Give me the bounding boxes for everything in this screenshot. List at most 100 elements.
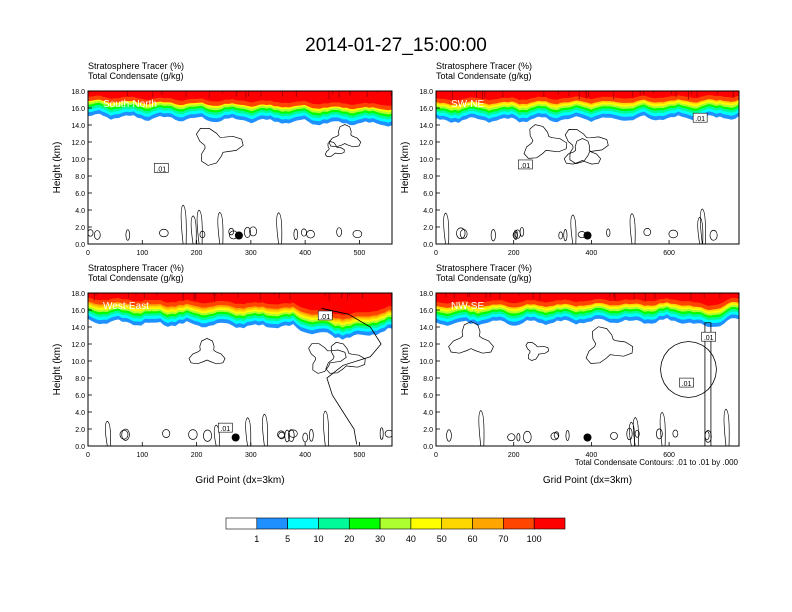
x-tick-label: 0 (86, 250, 90, 257)
y-tick-label: 0.0 (423, 444, 433, 451)
condensate-contour (243, 226, 251, 238)
y-tick-label: 8.0 (423, 174, 433, 181)
y-tick-label: 16.0 (419, 106, 433, 113)
panel-label: NW-SE (451, 301, 484, 312)
condensate-contour (610, 431, 618, 440)
condensate-contour (121, 428, 130, 441)
colorbar: 1 5 10 20 30 40 50 60 70 100 (225, 517, 566, 544)
colorbar-label: 30 (375, 534, 385, 544)
colorbar-label: 70 (498, 534, 508, 544)
condensate-contour (188, 338, 226, 365)
x-tick-label: 600 (663, 452, 675, 459)
colorbar-label: 60 (468, 534, 478, 544)
condensate-contour (516, 432, 521, 442)
y-tick-label: 12.0 (71, 140, 85, 147)
contour-label: .01 (156, 166, 166, 173)
colorbar-swatch (533, 517, 566, 530)
contour-note: Total Condensate Contours: .01 to .01 by… (575, 458, 739, 467)
x-tick-label: 200 (191, 250, 203, 257)
contour-label-box (679, 377, 694, 388)
contour-label: .01 (320, 314, 330, 321)
condensate-contour (709, 229, 718, 241)
condensate-contour (188, 429, 198, 440)
condensate-contour (196, 209, 203, 244)
x-tick-label: 400 (586, 452, 598, 459)
colorbar-label: 10 (313, 534, 323, 544)
panel-label: SW-NE (451, 99, 484, 110)
y-axis-label: Height (km) (52, 344, 63, 396)
condensate-contour (308, 428, 314, 442)
contour-label: .01 (682, 381, 692, 388)
contour-label: .01 (704, 335, 714, 342)
colorbar-swatch (348, 517, 381, 530)
x-tick-label: 300 (245, 452, 257, 459)
condensate-contour (558, 231, 563, 240)
contour-label: .01 (695, 116, 705, 123)
condensate-contour (159, 228, 169, 238)
condensate-contour (443, 212, 450, 244)
x-tick-label: 200 (508, 452, 520, 459)
colorbar-swatch (379, 517, 412, 530)
condensate-contour (525, 342, 550, 361)
contour-label-box (701, 331, 717, 342)
panel-sw-ne: .01 .01 SW-NE Stratosphere Tracer (%)Total … (400, 61, 740, 257)
condensate-contour (88, 229, 94, 237)
y-tick-label: 10.0 (419, 157, 433, 164)
y-tick-label: 10.0 (419, 359, 433, 366)
y-tick-label: 14.0 (71, 123, 85, 130)
condensate-contour (262, 413, 268, 446)
y-axis-label: Height (km) (400, 344, 411, 396)
condensate-contour (704, 430, 712, 443)
condensate-contour (634, 429, 640, 438)
x-tick-label: 500 (354, 452, 366, 459)
panel-header-condensate: Total Condensate (g/kg) (88, 71, 184, 81)
condensate-contour (629, 421, 635, 446)
condensate-contour (324, 141, 345, 158)
y-tick-label: 2.0 (423, 225, 433, 232)
condensate-contour (448, 321, 494, 354)
figure-title: 2014-01-27_15:00:00 (305, 35, 487, 56)
y-tick-label: 8.0 (423, 376, 433, 383)
condensate-contour (550, 432, 559, 441)
colorbar-label: 1 (254, 534, 259, 544)
location-marker (234, 231, 243, 240)
condensate-contour (228, 227, 234, 236)
tracer-layer-10 (436, 91, 739, 101)
x-tick-label: 600 (663, 250, 675, 257)
x-tick-label: 500 (354, 250, 366, 257)
y-tick-label: 12.0 (419, 342, 433, 349)
y-tick-label: 10.0 (71, 359, 85, 366)
condensate-contour (564, 129, 609, 165)
condensate-contour (379, 427, 384, 440)
contour-label-box (692, 112, 708, 123)
y-tick-label: 6.0 (423, 191, 433, 198)
x-tick-label: 400 (299, 250, 311, 257)
panel-label: South-North (103, 99, 157, 110)
location-marker (583, 433, 592, 442)
colorbar-swatch (256, 517, 288, 530)
colorbar-label: 5 (285, 534, 290, 544)
condensate-contour (456, 227, 466, 240)
contour-label-box (518, 159, 533, 170)
y-tick-label: 6.0 (75, 393, 85, 400)
colorbar-swatch (503, 517, 535, 530)
condensate-contour (162, 429, 171, 438)
colorbar-swatch (318, 517, 350, 530)
condensate-contour (306, 229, 315, 239)
plot-frame (435, 90, 740, 245)
condensate-contour (478, 410, 485, 446)
y-tick-label: 8.0 (75, 174, 85, 181)
condensate-contour (514, 229, 521, 239)
condensate-contour (668, 229, 678, 239)
y-tick-label: 0.0 (423, 242, 433, 249)
condensate-contour (93, 230, 101, 240)
contour-label: .01 (520, 163, 530, 170)
x-tick-label: 100 (136, 452, 148, 459)
panel-header-condensate: Total Condensate (g/kg) (88, 273, 184, 283)
y-tick-label: 4.0 (75, 208, 85, 215)
condensate-contour (336, 227, 342, 237)
condensate-contour (180, 204, 187, 244)
panel-header-tracer: Stratosphere Tracer (%) (436, 61, 532, 71)
condensate-contour (217, 212, 224, 244)
condensate-contour (655, 428, 663, 440)
